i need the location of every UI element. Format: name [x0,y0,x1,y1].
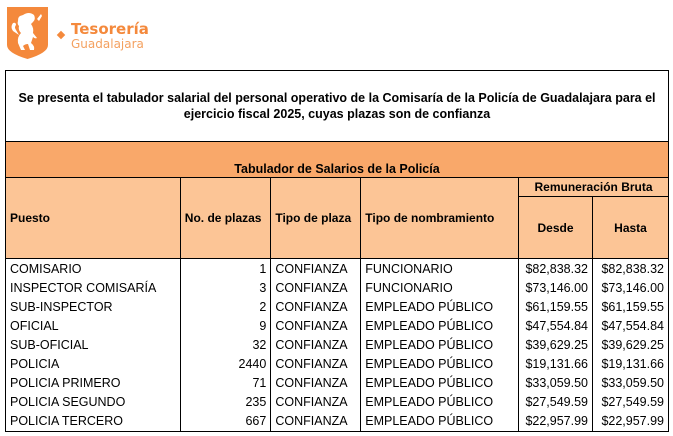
cell-plazas: 2440 [179,354,272,374]
cell-desde: $27,549.59 [518,392,593,412]
cell-plazas: 32 [179,335,272,355]
cell-nombramiento: FUNCIONARIO [360,258,520,279]
cell-puesto: POLICIA [5,354,181,374]
cell-desde: $47,554.84 [518,316,593,336]
cell-puesto: INSPECTOR COMISARÍA [5,278,181,298]
cell-hasta: $47,554.84 [592,316,669,336]
table-row: INSPECTOR COMISARÍA 3 CONFIANZA FUNCIONARIO… [5,278,669,298]
cell-hasta: $19,131.66 [592,354,669,374]
cell-tipo-plaza: CONFIANZA [270,278,362,298]
cell-plazas: 2 [179,297,272,317]
cell-tipo-plaza: CONFIANZA [270,354,362,374]
col-puesto: Puesto [5,177,181,259]
cell-puesto: SUB-INSPECTOR [5,297,181,317]
table-row: OFICIAL 9 CONFIANZA EMPLEADO PÚBLICO $47,554… [5,316,669,336]
cell-desde: $73,146.00 [518,278,593,298]
cell-puesto: SUB-OFICIAL [5,335,181,355]
cell-hasta: $33,059.50 [592,373,669,393]
table-row: POLICIA SEGUNDO 235 CONFIANZA EMPLEADO PÚBL… [5,392,669,412]
cell-plazas: 71 [179,373,272,393]
cell-desde: $82,838.32 [518,258,593,279]
cell-desde: $19,131.66 [518,354,593,374]
cell-hasta: $73,146.00 [592,278,669,298]
col-tipo-plaza: Tipo de plaza [270,177,362,259]
cell-plazas: 9 [179,316,272,336]
table-row: SUB-OFICIAL 32 CONFIANZA EMPLEADO PÚBLICO $3… [5,335,669,355]
cell-nombramiento: EMPLEADO PÚBLICO [360,297,520,317]
cell-plazas: 3 [179,278,272,298]
cell-tipo-plaza: CONFIANZA [270,392,362,412]
salary-table: Se presenta el tabulador salarial del pe… [5,70,669,432]
table-row: COMISARIO 1 CONFIANZA FUNCIONARIO $82,838.32… [5,258,669,279]
col-remuneracion: Remuneración Bruta [518,177,669,197]
cell-plazas: 235 [179,392,272,412]
cell-tipo-plaza: CONFIANZA [270,411,362,432]
cell-tipo-plaza: CONFIANZA [270,373,362,393]
table-row: POLICIA TERCERO 667 CONFIANZA EMPLEADO PÚBL… [5,411,669,432]
cell-puesto: OFICIAL [5,316,181,336]
cell-puesto: POLICIA SEGUNDO [5,392,181,412]
cell-puesto: POLICIA TERCERO [5,411,181,432]
cell-desde: $33,059.50 [518,373,593,393]
cell-plazas: 667 [179,411,272,432]
cell-hasta: $39,629.25 [592,335,669,355]
col-nombramiento: Tipo de nombramiento [360,177,520,259]
cell-nombramiento: FUNCIONARIO [360,278,520,298]
cell-tipo-plaza: CONFIANZA [270,335,362,355]
cell-nombramiento: EMPLEADO PÚBLICO [360,373,520,393]
cell-tipo-plaza: CONFIANZA [270,258,362,279]
table-title: Tabulador de Salarios de la Policía [5,141,669,178]
cell-nombramiento: EMPLEADO PÚBLICO [360,335,520,355]
col-plazas: No. de plazas [179,177,272,259]
cell-hasta: $22,957.99 [592,411,669,432]
table-row: POLICIA PRIMERO 71 CONFIANZA EMPLEADO PÚBLI… [5,373,669,393]
cell-puesto: COMISARIO [5,258,181,279]
brand-name: Tesorería [71,20,149,38]
cell-tipo-plaza: CONFIANZA [270,297,362,317]
table-row: POLICIA 2440 CONFIANZA EMPLEADO PÚBLICO $19,… [5,354,669,374]
col-hasta: Hasta [592,196,669,259]
col-desde: Desde [518,196,593,259]
cell-nombramiento: EMPLEADO PÚBLICO [360,316,520,336]
cell-desde: $61,159.55 [518,297,593,317]
cell-nombramiento: EMPLEADO PÚBLICO [360,354,520,374]
cell-hasta: $61,159.55 [592,297,669,317]
cell-puesto: POLICIA PRIMERO [5,373,181,393]
cell-desde: $22,957.99 [518,411,593,432]
cell-desde: $39,629.25 [518,335,593,355]
cell-nombramiento: EMPLEADO PÚBLICO [360,392,520,412]
cell-tipo-plaza: CONFIANZA [270,316,362,336]
cell-nombramiento: EMPLEADO PÚBLICO [360,411,520,432]
table-row: SUB-INSPECTOR 2 CONFIANZA EMPLEADO PÚBLICO $… [5,297,669,317]
brand-city: Guadalajara [71,37,144,51]
intro-text: Se presenta el tabulador salarial del pe… [5,70,669,142]
lion-shield-logo [7,7,48,59]
cell-hasta: $82,838.32 [592,258,669,279]
diamond-icon [56,30,66,40]
cell-plazas: 1 [179,258,272,279]
cell-hasta: $27,549.59 [592,392,669,412]
